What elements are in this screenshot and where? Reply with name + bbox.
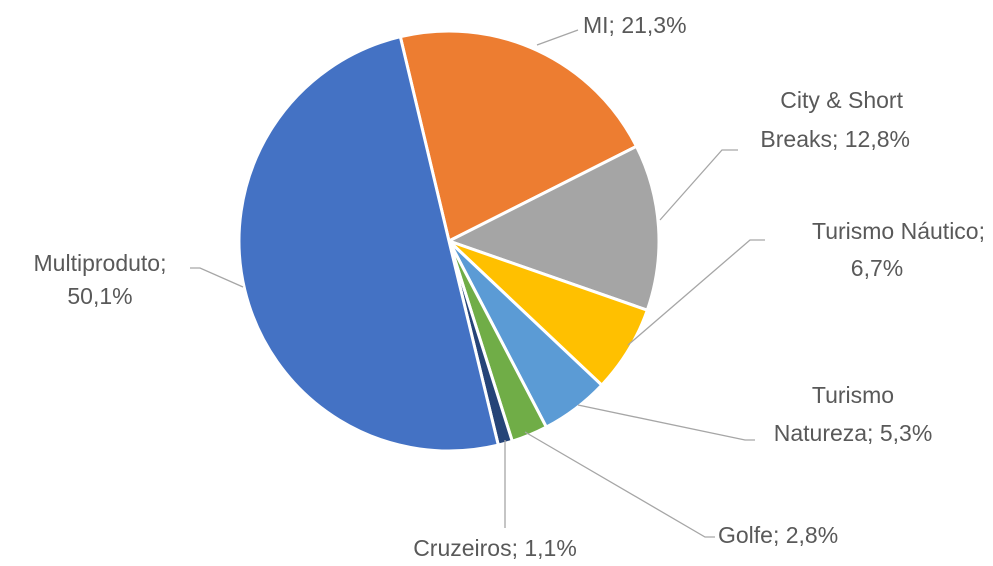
data-label: MI; 21,3%	[583, 12, 687, 38]
leader-line	[577, 404, 755, 441]
data-label: Breaks; 12,8%	[760, 126, 910, 152]
data-label: Turismo Náutico;	[812, 218, 985, 244]
data-label: Natureza; 5,3%	[774, 420, 933, 446]
leader-line	[190, 267, 244, 288]
pie-slice	[445, 144, 661, 313]
data-label: Golfe; 2,8%	[718, 522, 838, 548]
pie-slice	[237, 34, 501, 453]
data-label: City & Short	[780, 87, 903, 113]
pie-slice	[398, 29, 639, 244]
leader-line	[627, 239, 765, 346]
leader-line	[536, 29, 579, 46]
data-label: 6,7%	[851, 255, 903, 281]
data-label: 50,1%	[67, 283, 132, 309]
leader-line	[659, 149, 738, 221]
data-label: Multiproduto;	[34, 250, 167, 276]
data-label: Turismo	[812, 382, 894, 408]
data-label: Cruzeiros; 1,1%	[413, 535, 577, 561]
leader-line	[524, 431, 715, 538]
